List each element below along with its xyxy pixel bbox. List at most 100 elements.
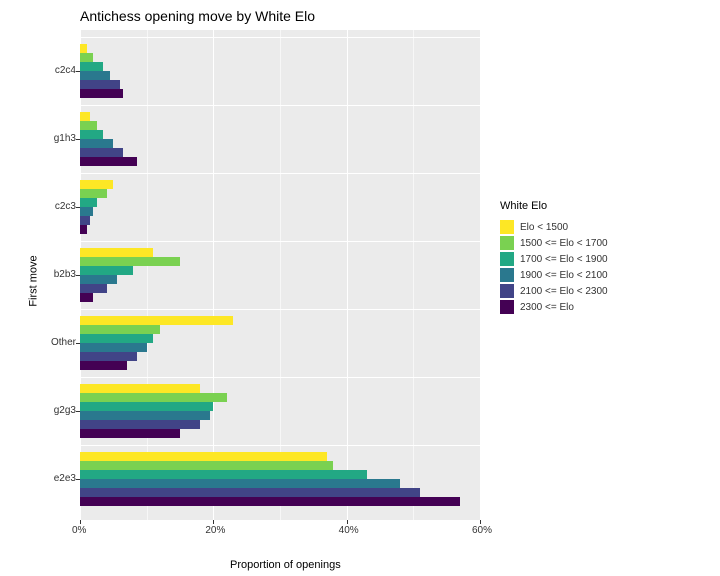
- gridline-h: [80, 445, 480, 446]
- bar: [80, 180, 113, 189]
- gridline-v: [480, 30, 481, 520]
- bar: [80, 248, 153, 257]
- chart-container: Antichess opening move by White Elo Firs…: [0, 0, 720, 576]
- legend-item: 1900 <= Elo < 2100: [500, 268, 608, 282]
- y-tick-label: b2b3: [26, 269, 76, 280]
- tick-mark-y: [76, 411, 80, 412]
- bar: [80, 343, 147, 352]
- legend-swatch: [500, 284, 514, 298]
- legend-label: 2300 <= Elo: [520, 302, 574, 313]
- legend-swatch: [500, 300, 514, 314]
- bar: [80, 157, 137, 166]
- bar: [80, 225, 87, 234]
- y-tick-label: c2c3: [26, 201, 76, 212]
- y-axis-title: First move: [28, 255, 40, 306]
- legend-swatch: [500, 236, 514, 250]
- bar: [80, 112, 90, 121]
- tick-mark-x: [347, 520, 348, 524]
- gridline-v: [213, 30, 214, 520]
- bar: [80, 420, 200, 429]
- legend-item: 1500 <= Elo < 1700: [500, 236, 608, 250]
- bar: [80, 53, 93, 62]
- x-axis-title: Proportion of openings: [230, 559, 341, 571]
- legend-swatch: [500, 268, 514, 282]
- legend-label: 2100 <= Elo < 2300: [520, 286, 608, 297]
- y-tick-label: Other: [26, 337, 76, 348]
- legend: White Elo Elo < 1500 1500 <= Elo < 1700 17…: [500, 200, 608, 316]
- bar: [80, 316, 233, 325]
- bar: [80, 44, 87, 53]
- gridline-v-minor: [280, 30, 281, 520]
- legend-item: 1700 <= Elo < 1900: [500, 252, 608, 266]
- bar: [80, 257, 180, 266]
- bar: [80, 393, 227, 402]
- plot-area: [80, 30, 480, 520]
- legend-label: 1700 <= Elo < 1900: [520, 254, 608, 265]
- y-tick-label: g2g3: [26, 405, 76, 416]
- gridline-h: [80, 241, 480, 242]
- y-tick-label: g1h3: [26, 133, 76, 144]
- bar: [80, 71, 110, 80]
- bar: [80, 352, 137, 361]
- chart-title: Antichess opening move by White Elo: [80, 8, 315, 24]
- bar: [80, 207, 93, 216]
- gridline-v-minor: [413, 30, 414, 520]
- x-tick-label: 0%: [72, 525, 86, 536]
- tick-mark-y: [76, 207, 80, 208]
- legend-item: Elo < 1500: [500, 220, 608, 234]
- bar: [80, 384, 200, 393]
- bar: [80, 402, 213, 411]
- bar: [80, 148, 123, 157]
- y-tick-label: c2c4: [26, 65, 76, 76]
- tick-mark-y: [76, 139, 80, 140]
- x-tick-label: 20%: [205, 525, 225, 536]
- bar: [80, 121, 97, 130]
- bar: [80, 334, 153, 343]
- tick-mark-y: [76, 71, 80, 72]
- legend-item: 2100 <= Elo < 2300: [500, 284, 608, 298]
- gridline-h: [80, 37, 480, 38]
- bar: [80, 275, 117, 284]
- bar: [80, 470, 367, 479]
- bar: [80, 293, 93, 302]
- bar: [80, 80, 120, 89]
- tick-mark-y: [76, 275, 80, 276]
- tick-mark-x: [80, 520, 81, 524]
- x-tick-label: 40%: [339, 525, 359, 536]
- gridline-h: [80, 105, 480, 106]
- bar: [80, 266, 133, 275]
- gridline-h: [80, 173, 480, 174]
- bar: [80, 89, 123, 98]
- bar: [80, 429, 180, 438]
- legend-label: Elo < 1500: [520, 222, 568, 233]
- tick-mark-x: [213, 520, 214, 524]
- bar: [80, 461, 333, 470]
- bar: [80, 284, 107, 293]
- bar: [80, 479, 400, 488]
- tick-mark-x: [480, 520, 481, 524]
- gridline-v-minor: [147, 30, 148, 520]
- gridline-h: [80, 377, 480, 378]
- x-tick-label: 60%: [472, 525, 492, 536]
- tick-mark-y: [76, 343, 80, 344]
- legend-title: White Elo: [500, 200, 608, 212]
- legend-swatch: [500, 252, 514, 266]
- bar: [80, 325, 160, 334]
- bar: [80, 452, 327, 461]
- y-tick-label: e2e3: [26, 473, 76, 484]
- tick-mark-y: [76, 479, 80, 480]
- legend-label: 1500 <= Elo < 1700: [520, 238, 608, 249]
- legend-label: 1900 <= Elo < 2100: [520, 270, 608, 281]
- bar: [80, 411, 210, 420]
- bar: [80, 189, 107, 198]
- bar: [80, 62, 103, 71]
- bar: [80, 216, 90, 225]
- gridline-h: [80, 309, 480, 310]
- bar: [80, 497, 460, 506]
- legend-swatch: [500, 220, 514, 234]
- bar: [80, 488, 420, 497]
- bar: [80, 198, 97, 207]
- bar: [80, 361, 127, 370]
- bar: [80, 130, 103, 139]
- gridline-v: [347, 30, 348, 520]
